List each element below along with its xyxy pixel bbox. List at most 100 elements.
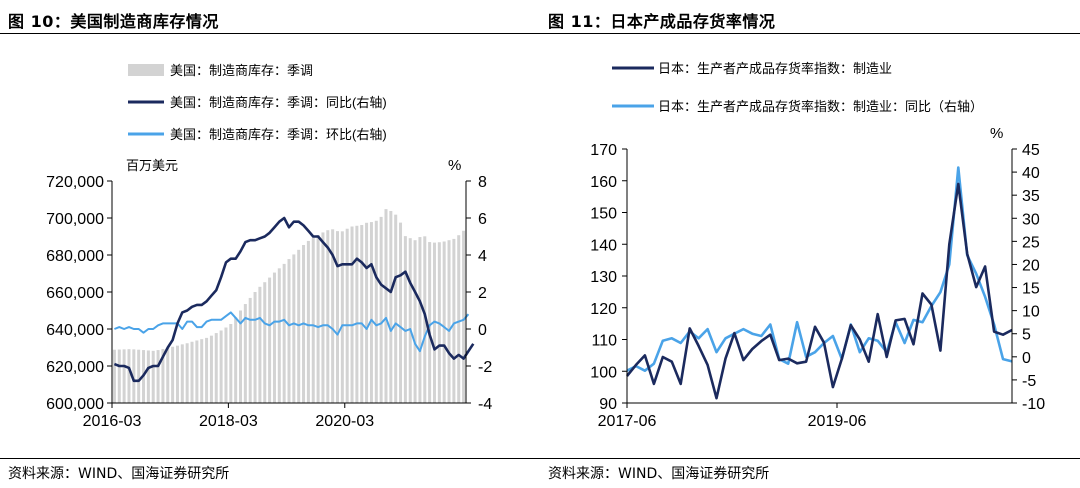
bar-inventory bbox=[311, 237, 315, 403]
bar-inventory bbox=[340, 231, 344, 403]
bar-inventory bbox=[175, 345, 179, 403]
left-tick-label: 660,000 bbox=[46, 285, 104, 302]
bar-inventory bbox=[374, 220, 378, 403]
bar-inventory bbox=[229, 324, 233, 403]
left-tick-label: 680,000 bbox=[46, 248, 104, 265]
left-tick-label: 700,000 bbox=[46, 211, 104, 228]
left-tick-label: 140 bbox=[590, 237, 617, 254]
bar-inventory bbox=[355, 225, 359, 403]
x-tick-label: 2016-03 bbox=[83, 413, 142, 430]
right-tick-label: 8 bbox=[478, 174, 487, 191]
bar-inventory bbox=[345, 228, 349, 403]
bar-inventory bbox=[428, 242, 432, 403]
bar-inventory bbox=[331, 229, 335, 403]
bar-inventory bbox=[209, 335, 213, 403]
legend-label: 美国：制造商库存：季调 bbox=[170, 63, 313, 78]
bar-inventory bbox=[268, 277, 272, 403]
bar-inventory bbox=[452, 238, 456, 403]
left-tick-label: 640,000 bbox=[46, 322, 104, 339]
bar-inventory bbox=[297, 249, 301, 403]
bar-inventory bbox=[384, 209, 388, 403]
figure-title: 图 11：日本产成品存货率情况 bbox=[548, 12, 776, 31]
source-divider bbox=[0, 458, 540, 459]
title-divider bbox=[0, 33, 540, 34]
line-index bbox=[625, 182, 1013, 400]
bar-inventory bbox=[360, 225, 364, 403]
source-note: 资料来源：WIND、国海证券研究所 bbox=[548, 466, 770, 482]
bar-inventory bbox=[166, 347, 170, 403]
bar-inventory bbox=[214, 333, 218, 403]
bar-inventory bbox=[292, 254, 296, 403]
line-mom bbox=[114, 311, 470, 353]
bar-inventory bbox=[321, 232, 325, 403]
bar-inventory bbox=[457, 235, 461, 403]
bar-inventory bbox=[447, 240, 451, 403]
left-tick-label: 100 bbox=[590, 364, 617, 381]
bar-inventory bbox=[282, 263, 286, 403]
left-tick-label: 720,000 bbox=[46, 174, 104, 191]
bar-inventory bbox=[248, 297, 252, 403]
bar-inventory bbox=[132, 349, 136, 403]
legend-label: 日本：生产者产成品存货率指数：制造业 bbox=[658, 61, 892, 76]
source-divider bbox=[540, 458, 1080, 459]
x-tick-label: 2020-03 bbox=[315, 413, 374, 430]
bar-inventory bbox=[146, 350, 150, 403]
bar-inventory bbox=[151, 350, 155, 403]
left-tick-label: 120 bbox=[590, 301, 617, 318]
line-yoy bbox=[626, 166, 1013, 373]
right-tick-label: 2 bbox=[478, 285, 487, 302]
left-axis-unit: 百万美元 bbox=[126, 158, 178, 173]
right-tick-label: 35 bbox=[1022, 188, 1040, 205]
x-tick-label: 2017-06 bbox=[598, 413, 657, 430]
left-tick-label: 170 bbox=[590, 142, 617, 159]
panel-us-inventory: 图 10：美国制造商库存情况 美国：制造商库存：季调 美国：制造商库存：季调：同比… bbox=[0, 12, 540, 482]
bar-inventory bbox=[156, 350, 160, 403]
bar-inventory bbox=[306, 240, 310, 403]
x-tick-label: 2018-03 bbox=[199, 413, 258, 430]
bar-inventory bbox=[326, 230, 330, 403]
bar-inventory bbox=[413, 240, 417, 403]
right-tick-label: 6 bbox=[478, 211, 487, 228]
bar-inventory bbox=[350, 226, 354, 403]
right-tick-label: 0 bbox=[1022, 350, 1031, 367]
right-tick-label: 45 bbox=[1022, 142, 1040, 159]
bar-inventory bbox=[418, 237, 422, 403]
bar-inventory bbox=[365, 222, 369, 403]
bar-inventory bbox=[112, 349, 116, 403]
left-tick-label: 600,000 bbox=[46, 396, 104, 413]
right-tick-label: 0 bbox=[478, 322, 487, 339]
bar-inventory bbox=[122, 349, 126, 403]
bar-inventory bbox=[287, 259, 291, 403]
bar-inventory bbox=[200, 339, 204, 403]
bar-inventory bbox=[253, 292, 257, 403]
bar-inventory bbox=[117, 349, 121, 403]
figure-title: 图 10：美国制造商库存情况 bbox=[8, 12, 219, 31]
left-tick-label: 90 bbox=[599, 396, 617, 413]
bar-inventory bbox=[277, 268, 281, 403]
left-tick-label: 160 bbox=[590, 174, 617, 191]
bar-inventory bbox=[335, 231, 339, 403]
bar-inventory bbox=[462, 230, 466, 403]
bar-inventory bbox=[185, 343, 189, 403]
bar-inventory bbox=[258, 286, 262, 403]
right-tick-label: -10 bbox=[1022, 396, 1045, 413]
right-tick-label: 30 bbox=[1022, 211, 1040, 228]
right-axis-unit: % bbox=[990, 125, 1003, 142]
x-tick-label: 2019-06 bbox=[808, 413, 867, 430]
bar-inventory bbox=[127, 349, 131, 403]
panel-japan-inventory: 图 11：日本产成品存货率情况 日本：生产者产成品存货率指数：制造业日本：生产者… bbox=[540, 0, 1080, 488]
bar-inventory bbox=[399, 222, 403, 403]
bar-inventory bbox=[394, 214, 398, 403]
left-tick-label: 110 bbox=[591, 333, 617, 350]
line-yoy bbox=[113, 216, 475, 383]
source-note: 资料来源：WIND、国海证券研究所 bbox=[8, 466, 230, 482]
bar-inventory bbox=[161, 348, 165, 403]
legend-swatch-bar bbox=[128, 64, 164, 76]
right-tick-label: 4 bbox=[478, 248, 487, 265]
bar-inventory bbox=[195, 340, 199, 403]
legend-label: 日本：生产者产成品存货率指数：制造业：同比（右轴） bbox=[658, 99, 983, 114]
left-tick-label: 150 bbox=[590, 206, 617, 223]
bar-inventory bbox=[171, 346, 175, 403]
bar-inventory bbox=[243, 304, 247, 403]
